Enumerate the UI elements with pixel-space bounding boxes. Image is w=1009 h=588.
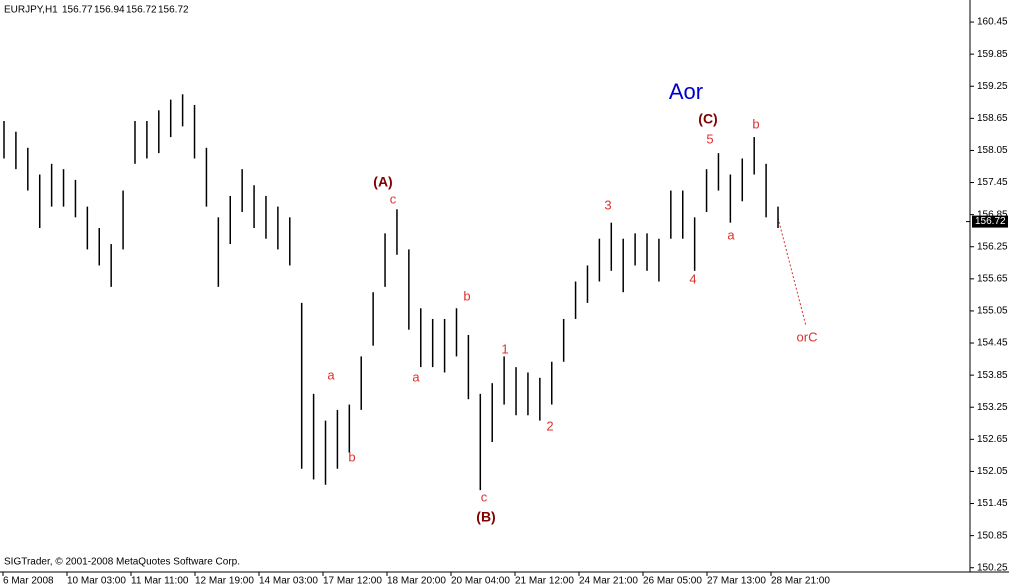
x-tick-label: 14 Mar 03:00: [259, 576, 318, 587]
symbol: EURJPY,H1: [4, 5, 58, 16]
y-tick-label: 157.45: [977, 177, 1008, 188]
x-tick-label: 6 Mar 2008: [3, 576, 54, 587]
y-tick-label: 152.05: [977, 466, 1008, 477]
wave-label: a: [327, 367, 335, 382]
x-tick-label: 17 Mar 12:00: [323, 576, 382, 587]
y-tick-label: 160.45: [977, 17, 1008, 28]
wave-label: c: [481, 489, 488, 504]
wave-label: 1: [501, 341, 508, 356]
y-tick-label: 153.25: [977, 402, 1008, 413]
y-tick-label: 152.65: [977, 434, 1008, 445]
wave-label: orC: [797, 329, 818, 344]
last-price-label: 156.72: [975, 216, 1006, 227]
y-tick-label: 155.05: [977, 306, 1008, 317]
y-tick-label: 151.45: [977, 498, 1008, 509]
x-tick-label: 20 Mar 04:00: [451, 576, 510, 587]
header-price: 156.72: [158, 5, 189, 16]
wave-label: a: [412, 369, 420, 384]
y-tick-label: 150.85: [977, 530, 1008, 541]
wave-label: (A): [373, 174, 392, 190]
y-tick-label: 154.45: [977, 338, 1008, 349]
y-tick-label: 150.25: [977, 562, 1008, 573]
wave-label: a: [727, 227, 735, 242]
x-tick-label: 10 Mar 03:00: [67, 576, 126, 587]
header-price: 156.94: [94, 5, 125, 16]
wave-label: 3: [604, 197, 611, 212]
wave-label: (C): [698, 111, 717, 127]
projection-line: [777, 217, 807, 327]
x-tick-label: 26 Mar 05:00: [643, 576, 702, 587]
y-tick-label: 159.85: [977, 49, 1008, 60]
header-price: 156.72: [126, 5, 157, 16]
y-tick-label: 153.85: [977, 370, 1008, 381]
wave-label: b: [348, 449, 355, 464]
wave-label: c: [390, 191, 397, 206]
x-tick-label: 21 Mar 12:00: [515, 576, 574, 587]
y-tick-label: 156.85: [977, 209, 1008, 220]
x-tick-label: 27 Mar 13:00: [707, 576, 766, 587]
wave-label: 4: [689, 271, 696, 286]
wave-label: 2: [546, 418, 553, 433]
x-tick-label: 24 Mar 21:00: [579, 576, 638, 587]
y-tick-label: 158.65: [977, 113, 1008, 124]
wave-label: b: [752, 116, 759, 131]
y-tick-label: 158.05: [977, 145, 1008, 156]
x-tick-label: 12 Mar 19:00: [195, 576, 254, 587]
wave-label: 5: [706, 131, 713, 146]
wave-label: b: [463, 288, 470, 303]
wave-label: (B): [476, 509, 495, 525]
copyright: SIGTrader, © 2001-2008 MetaQuotes Softwa…: [4, 557, 240, 568]
x-tick-label: 28 Mar 21:00: [771, 576, 830, 587]
y-tick-label: 159.25: [977, 81, 1008, 92]
header-price: 156.77: [62, 5, 93, 16]
y-tick-label: 155.65: [977, 273, 1008, 284]
y-tick-label: 156.25: [977, 241, 1008, 252]
x-tick-label: 11 Mar 11:00: [131, 576, 189, 587]
x-tick-label: 18 Mar 20:00: [387, 576, 446, 587]
last-price-box: [972, 215, 1008, 228]
wave-label: Aor: [669, 79, 703, 104]
